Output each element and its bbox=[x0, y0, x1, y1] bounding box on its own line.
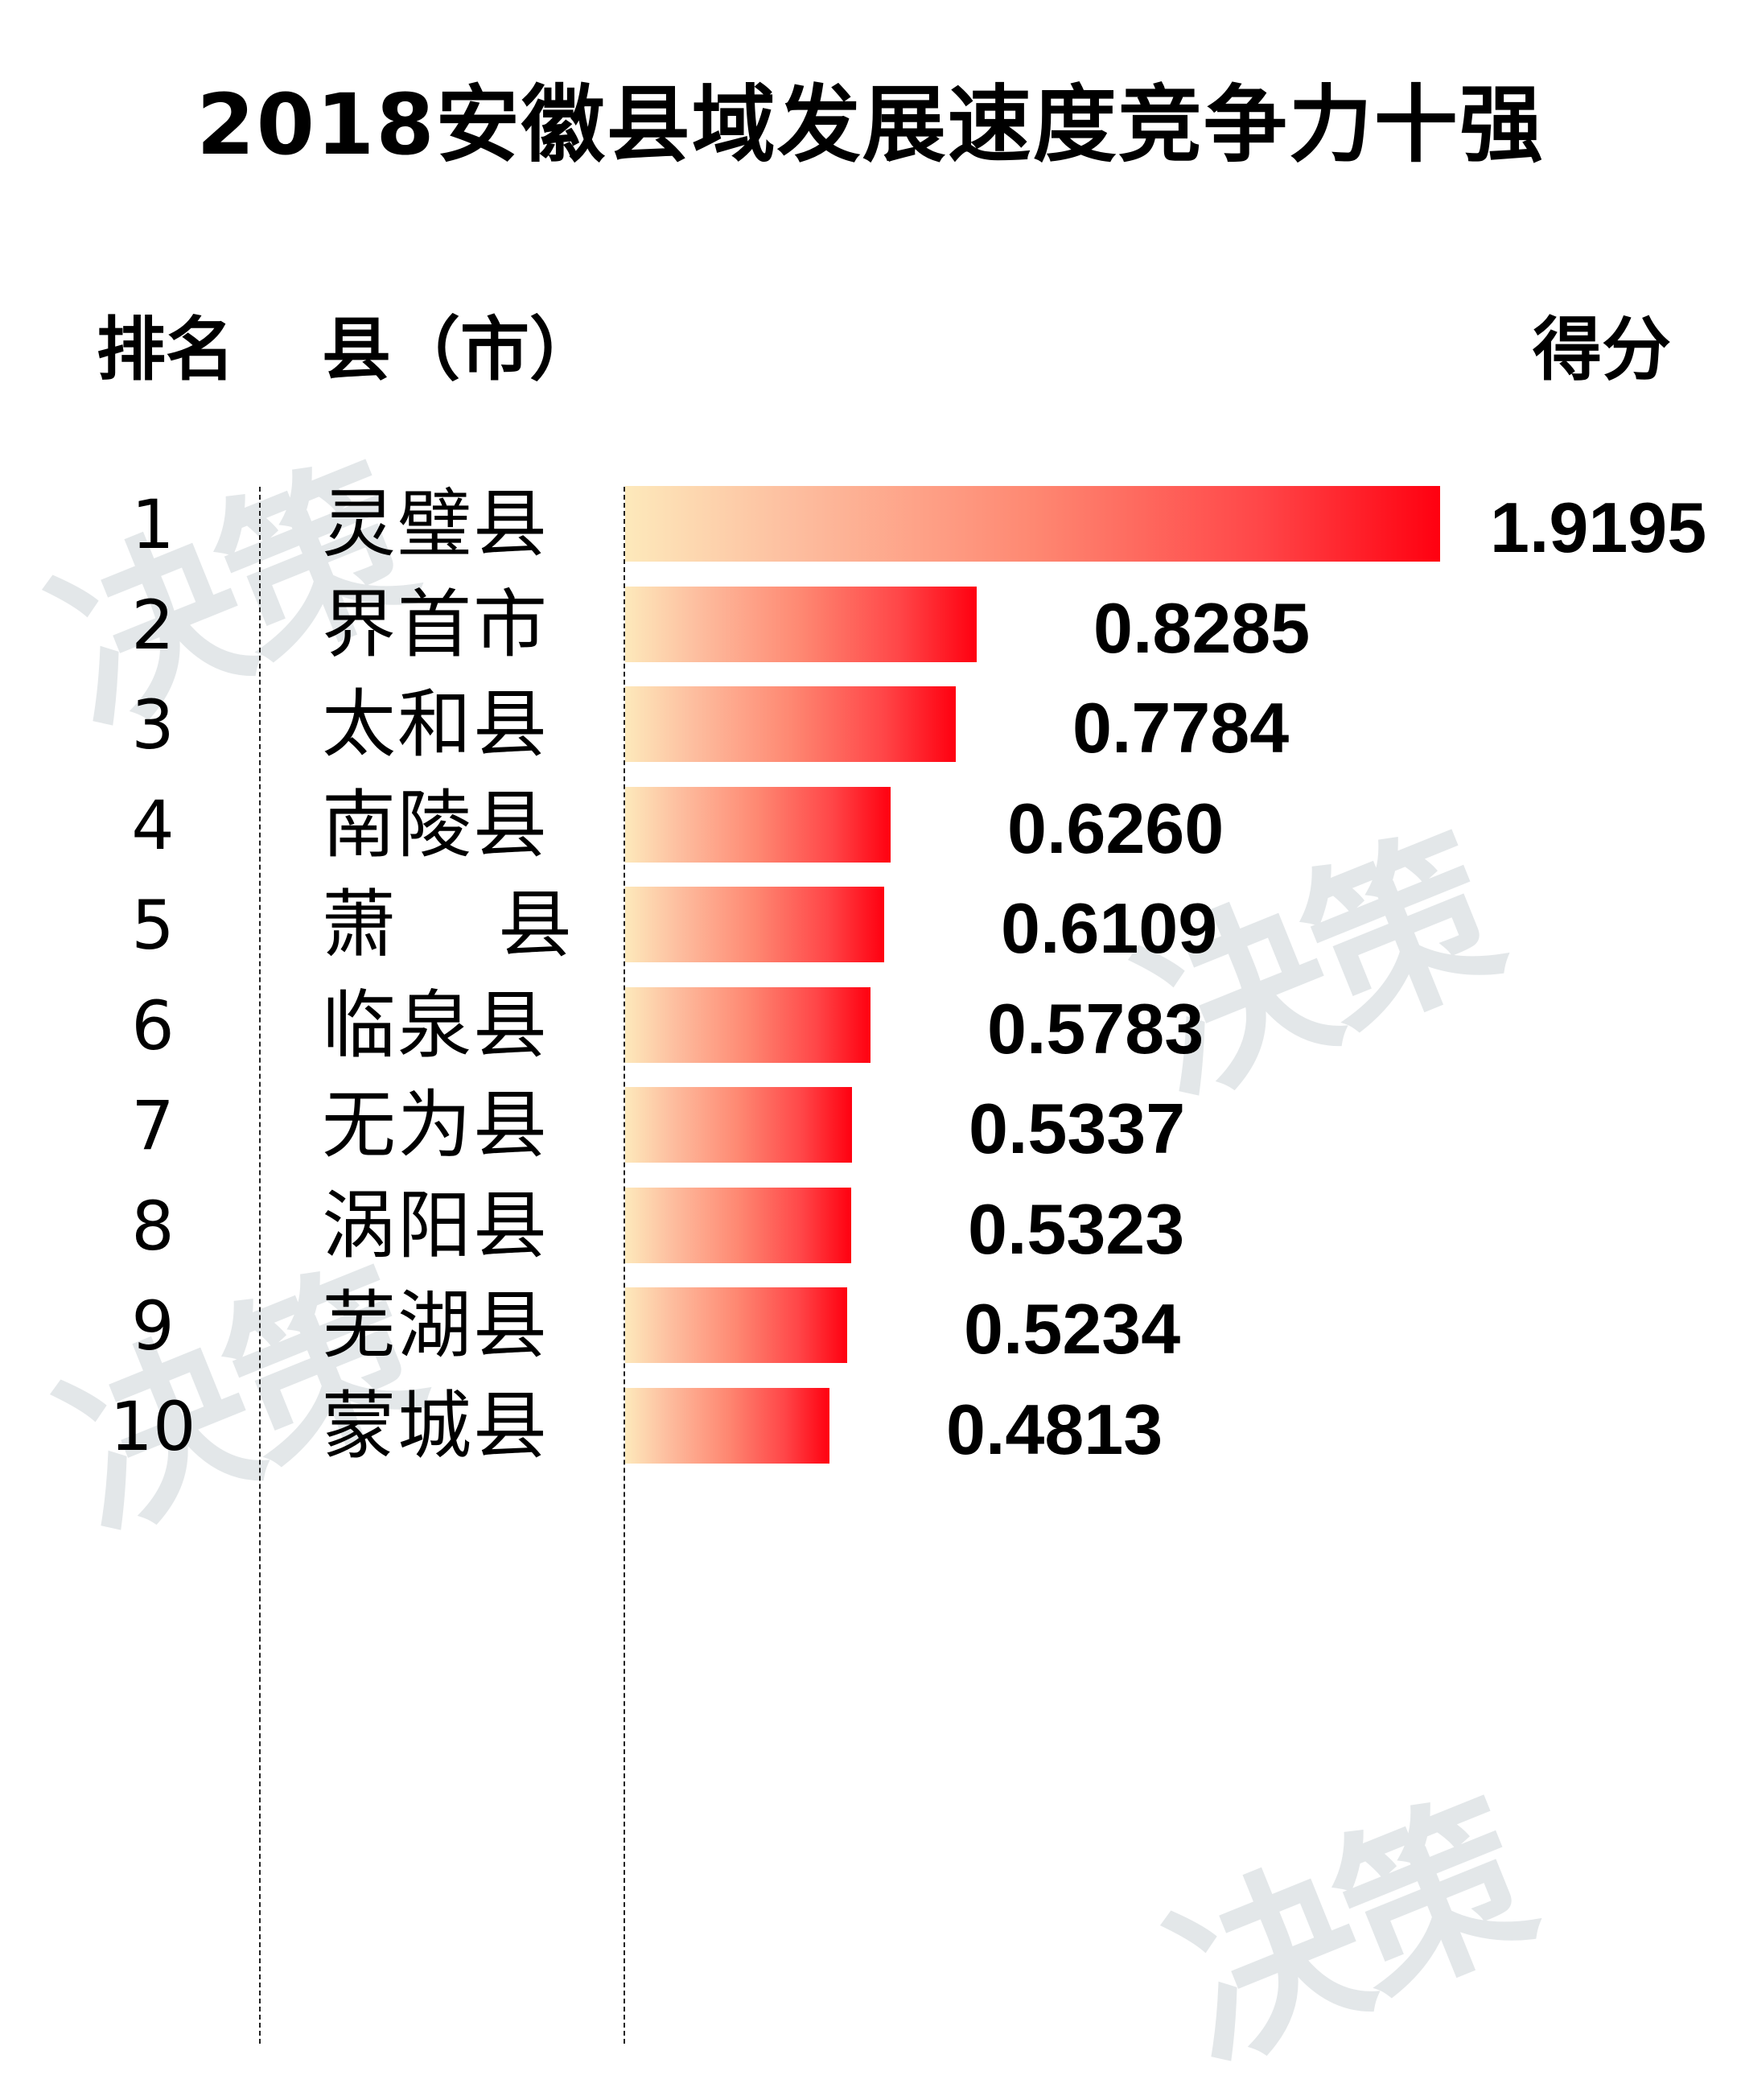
score-value: 0.6109 bbox=[1001, 888, 1218, 968]
county-label: 无为县 bbox=[322, 1082, 549, 1168]
divider-rank-county bbox=[259, 487, 261, 2044]
score-bar bbox=[625, 786, 891, 863]
bar-row: 4 南陵县 0.6260 bbox=[0, 777, 1741, 877]
score-bar bbox=[625, 686, 956, 762]
header-rank: 排名 bbox=[97, 310, 235, 390]
rank-label: 6 bbox=[131, 986, 175, 1065]
county-label: 临泉县 bbox=[322, 982, 549, 1069]
bar-row: 7 无为县 0.5337 bbox=[0, 1077, 1741, 1177]
rank-label: 3 bbox=[131, 686, 175, 764]
score-bar bbox=[625, 486, 1440, 562]
score-value: 0.5783 bbox=[987, 988, 1204, 1069]
rank-label: 1 bbox=[131, 485, 175, 564]
bar-row: 10 蒙城县 0.4813 bbox=[0, 1378, 1741, 1478]
county-label: 萧 县 bbox=[322, 882, 574, 968]
score-bar bbox=[625, 887, 884, 962]
score-value: 0.5337 bbox=[969, 1089, 1186, 1168]
county-label: 太和县 bbox=[322, 681, 549, 768]
divider-county-bars bbox=[624, 487, 625, 2044]
score-value: 0.4813 bbox=[946, 1389, 1163, 1469]
score-value: 0.5234 bbox=[964, 1289, 1181, 1369]
rank-label: 8 bbox=[131, 1186, 175, 1266]
score-value: 0.7784 bbox=[1072, 688, 1290, 768]
score-bar bbox=[625, 1187, 851, 1263]
county-label: 蒙城县 bbox=[322, 1382, 549, 1469]
score-bar bbox=[625, 986, 870, 1063]
header-score: 得分 bbox=[1533, 310, 1671, 390]
bar-row: 5 萧 县 0.6109 bbox=[0, 877, 1741, 977]
county-label: 南陵县 bbox=[322, 781, 549, 868]
score-bar bbox=[625, 1287, 847, 1363]
chart-title: 2018安徽县域发展速度竞争力十强 bbox=[196, 76, 1545, 174]
header-county: 县（市） bbox=[322, 310, 599, 390]
score-bar bbox=[625, 1087, 852, 1163]
rank-label: 9 bbox=[131, 1287, 175, 1365]
score-value: 1.9195 bbox=[1490, 488, 1707, 567]
score-value: 0.8285 bbox=[1093, 587, 1311, 668]
score-value: 0.6260 bbox=[1007, 788, 1224, 868]
rank-label: 4 bbox=[131, 785, 175, 865]
bar-row: 3 太和县 0.7784 bbox=[0, 677, 1741, 776]
bar-row: 1 灵璧县 1.9195 bbox=[0, 476, 1741, 576]
rank-label: 5 bbox=[131, 886, 175, 965]
county-label: 灵璧县 bbox=[322, 481, 549, 567]
bar-row: 8 涡阳县 0.5323 bbox=[0, 1178, 1741, 1278]
bar-row: 9 芜湖县 0.5234 bbox=[0, 1278, 1741, 1377]
rank-label: 7 bbox=[131, 1086, 175, 1165]
county-label: 芜湖县 bbox=[322, 1283, 549, 1369]
bar-row: 2 界首市 0.8285 bbox=[0, 577, 1741, 677]
score-bar bbox=[625, 1387, 829, 1464]
bar-row: 6 临泉县 0.5783 bbox=[0, 978, 1741, 1077]
rank-label: 2 bbox=[131, 585, 175, 665]
rank-label: 10 bbox=[109, 1386, 196, 1466]
county-label: 界首市 bbox=[322, 581, 549, 668]
county-label: 涡阳县 bbox=[322, 1182, 549, 1269]
score-value: 0.5323 bbox=[968, 1188, 1185, 1269]
score-bar bbox=[625, 586, 977, 662]
